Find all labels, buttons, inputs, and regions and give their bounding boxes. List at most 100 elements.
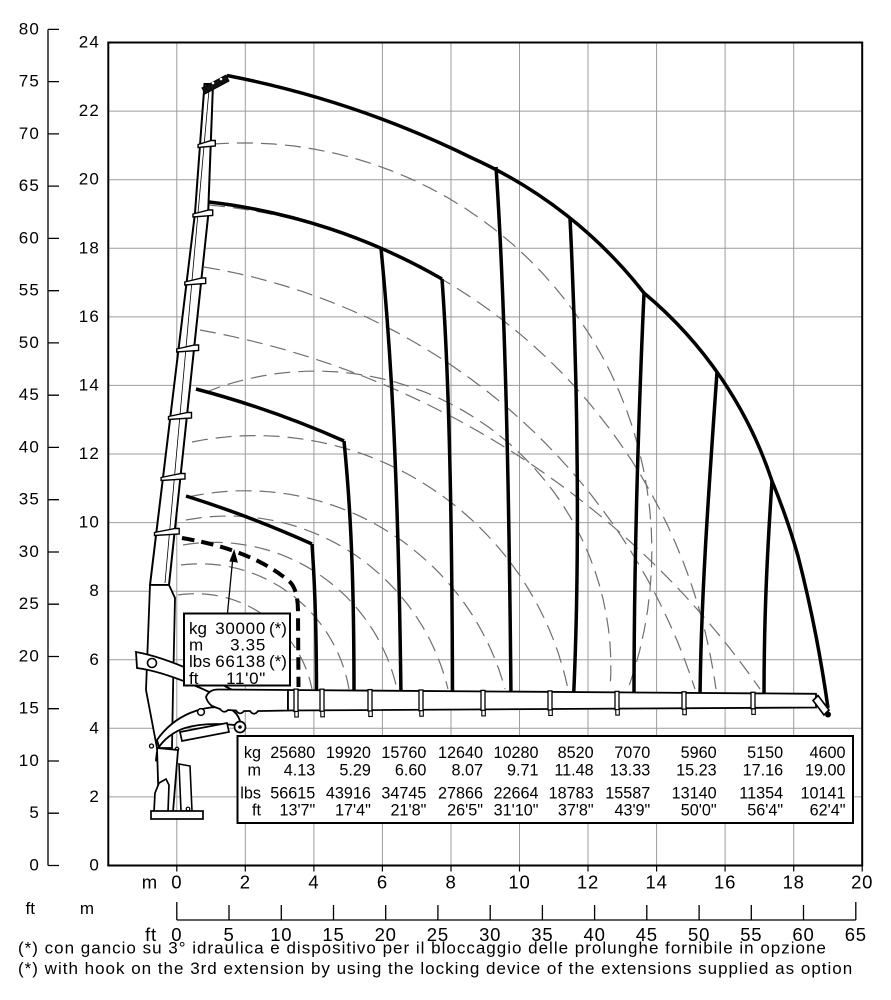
svg-text:13.33: 13.33 (610, 762, 651, 780)
svg-text:13'7": 13'7" (279, 802, 315, 820)
svg-text:50'0": 50'0" (681, 802, 717, 820)
svg-text:m: m (189, 636, 203, 655)
svg-text:7070: 7070 (614, 744, 650, 762)
svg-text:11'0": 11'0" (226, 669, 266, 688)
svg-text:55: 55 (19, 281, 40, 300)
svg-text:55: 55 (740, 924, 762, 945)
svg-text:ft: ft (26, 899, 36, 918)
svg-text:5.29: 5.29 (339, 762, 371, 780)
svg-text:6: 6 (377, 872, 388, 893)
svg-text:4600: 4600 (809, 744, 845, 762)
svg-text:10280: 10280 (493, 744, 538, 762)
svg-text:18: 18 (79, 238, 100, 257)
svg-text:lbs: lbs (240, 785, 261, 803)
svg-text:9.71: 9.71 (507, 762, 539, 780)
svg-text:kg: kg (189, 619, 207, 638)
svg-text:6.60: 6.60 (395, 762, 427, 780)
svg-text:15760: 15760 (381, 744, 426, 762)
svg-text:m: m (248, 762, 261, 780)
svg-text:27866: 27866 (438, 785, 483, 803)
svg-text:15: 15 (19, 699, 40, 718)
svg-text:25: 25 (19, 594, 40, 613)
svg-text:37'8": 37'8" (558, 802, 594, 820)
svg-text:14: 14 (79, 375, 100, 394)
svg-text:2: 2 (89, 787, 100, 806)
svg-text:0: 0 (171, 872, 182, 893)
svg-text:12: 12 (577, 872, 599, 893)
svg-text:10: 10 (79, 513, 100, 532)
svg-text:25680: 25680 (270, 744, 315, 762)
svg-text:15.23: 15.23 (676, 762, 717, 780)
svg-text:16: 16 (79, 307, 100, 326)
svg-text:3.35: 3.35 (230, 636, 266, 655)
svg-text:40: 40 (19, 437, 40, 456)
svg-text:43'9": 43'9" (614, 802, 650, 820)
svg-text:10: 10 (270, 924, 292, 945)
svg-text:m: m (80, 899, 94, 918)
svg-text:19.00: 19.00 (805, 762, 846, 780)
svg-text:(*): (*) (269, 652, 287, 671)
svg-text:6: 6 (89, 650, 100, 669)
svg-text:56615: 56615 (270, 785, 315, 803)
svg-text:35: 35 (531, 924, 553, 945)
svg-text:65: 65 (845, 924, 867, 945)
svg-text:m: m (142, 872, 158, 893)
svg-text:11.48: 11.48 (554, 762, 593, 780)
svg-text:5150: 5150 (747, 744, 783, 762)
svg-text:kg: kg (244, 744, 261, 762)
svg-text:17.16: 17.16 (743, 762, 784, 780)
svg-text:15587: 15587 (605, 785, 650, 803)
svg-text:21'8": 21'8" (391, 802, 427, 820)
svg-text:12: 12 (79, 444, 100, 463)
svg-text:5: 5 (29, 803, 40, 822)
svg-text:25: 25 (427, 924, 449, 945)
svg-text:66138: 66138 (215, 652, 266, 671)
svg-text:ft: ft (145, 924, 157, 945)
svg-text:24: 24 (79, 33, 100, 52)
svg-text:56'4": 56'4" (747, 802, 783, 820)
svg-text:18783: 18783 (549, 785, 594, 803)
svg-text:20: 20 (851, 872, 873, 893)
svg-text:0: 0 (89, 856, 100, 875)
svg-text:8: 8 (445, 872, 456, 893)
svg-text:16: 16 (714, 872, 736, 893)
svg-text:80: 80 (19, 19, 40, 38)
svg-text:17'4": 17'4" (335, 802, 371, 820)
svg-text:8.07: 8.07 (451, 762, 483, 780)
svg-text:20: 20 (19, 647, 40, 666)
svg-text:26'5": 26'5" (447, 802, 483, 820)
svg-text:18: 18 (783, 872, 805, 893)
svg-text:10141: 10141 (800, 785, 845, 803)
svg-text:11354: 11354 (739, 785, 783, 803)
svg-text:2: 2 (240, 872, 251, 893)
svg-text:ft: ft (189, 669, 199, 688)
svg-text:0: 0 (29, 856, 40, 875)
svg-text:20: 20 (79, 170, 100, 189)
svg-text:10: 10 (19, 751, 40, 770)
svg-text:50: 50 (688, 924, 710, 945)
svg-text:20: 20 (375, 924, 397, 945)
svg-text:62'4": 62'4" (810, 802, 846, 820)
svg-text:5960: 5960 (681, 744, 717, 762)
svg-text:65: 65 (19, 176, 40, 195)
svg-text:34745: 34745 (381, 785, 426, 803)
svg-text:30: 30 (479, 924, 501, 945)
svg-text:50: 50 (19, 333, 40, 352)
svg-text:15: 15 (322, 924, 344, 945)
svg-text:lbs: lbs (189, 652, 211, 671)
svg-text:75: 75 (19, 72, 40, 91)
svg-text:45: 45 (19, 385, 40, 404)
svg-text:5: 5 (223, 924, 234, 945)
svg-text:13140: 13140 (672, 785, 717, 803)
svg-text:22: 22 (79, 101, 100, 120)
svg-text:(*) con gancio su 3° idraulica: (*) con gancio su 3° idraulica e disposi… (18, 939, 827, 958)
svg-text:8520: 8520 (558, 744, 594, 762)
svg-text:(*): (*) (269, 619, 287, 638)
svg-text:70: 70 (19, 124, 40, 143)
svg-text:31'10": 31'10" (494, 802, 539, 820)
svg-text:35: 35 (19, 490, 40, 509)
svg-text:10: 10 (508, 872, 530, 893)
svg-text:19920: 19920 (326, 744, 371, 762)
svg-text:30000: 30000 (215, 619, 266, 638)
svg-text:40: 40 (584, 924, 606, 945)
